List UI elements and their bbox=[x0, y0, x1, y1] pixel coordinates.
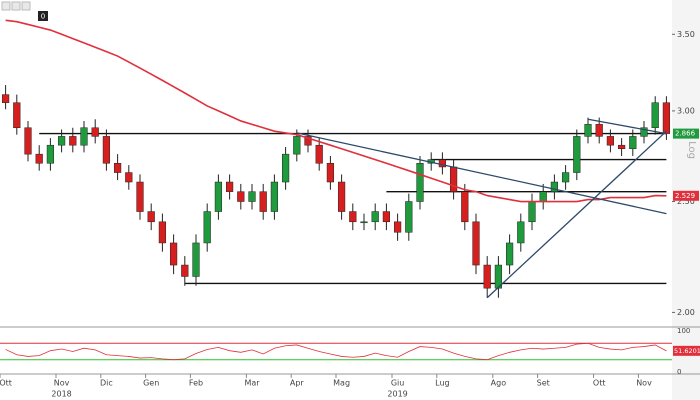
candle-body bbox=[662, 102, 671, 134]
tool-button[interactable] bbox=[1, 1, 11, 11]
candle-body bbox=[561, 172, 570, 183]
candle-body bbox=[237, 191, 245, 202]
candle-body bbox=[573, 136, 581, 173]
year-label: 2019 bbox=[387, 390, 407, 399]
x-tick-label: Dic bbox=[100, 379, 113, 388]
candle-body bbox=[550, 181, 559, 192]
candle-body bbox=[483, 264, 491, 289]
counter: 0 bbox=[41, 13, 45, 21]
x-tick-label: Ott bbox=[593, 379, 606, 388]
candle-body bbox=[57, 136, 66, 146]
candle-body bbox=[449, 166, 458, 192]
x-tick-label: Giu bbox=[391, 379, 405, 388]
candle-body bbox=[181, 264, 189, 277]
moving-average bbox=[5, 19, 667, 203]
candle-body bbox=[505, 242, 514, 266]
candle-body bbox=[281, 153, 290, 183]
tool-button[interactable] bbox=[11, 1, 21, 11]
candle-body bbox=[416, 163, 424, 202]
x-tick-label: Nov bbox=[54, 379, 70, 388]
year-label: 2018 bbox=[51, 390, 71, 399]
tool-button[interactable] bbox=[21, 1, 31, 11]
candle-body bbox=[248, 191, 256, 202]
trendline bbox=[296, 132, 667, 215]
candle-body bbox=[113, 163, 122, 173]
value-tag bbox=[673, 128, 699, 139]
scale-label: Log bbox=[686, 141, 697, 159]
rsi-tag-label: 51.6201 bbox=[674, 347, 700, 355]
x-tick-label: Feb bbox=[189, 379, 203, 388]
toolbar[interactable]: 0 bbox=[1, 1, 48, 21]
candle-body bbox=[80, 127, 88, 146]
trendline bbox=[587, 118, 667, 135]
y-tick-label: 2.50 bbox=[677, 197, 695, 206]
value-tag-label: 2.529 bbox=[675, 192, 695, 200]
candle-body bbox=[13, 102, 21, 129]
trendline bbox=[486, 130, 667, 299]
candle-body bbox=[158, 221, 167, 244]
x-tick-label: Mag bbox=[333, 379, 350, 388]
x-tick-label: Nov bbox=[636, 379, 652, 388]
x-tick-label: Gen bbox=[143, 379, 159, 388]
candle-body bbox=[192, 242, 200, 277]
value-tag bbox=[673, 190, 699, 201]
candle-body bbox=[405, 201, 413, 233]
candle-body bbox=[651, 102, 659, 129]
y-tick-label: 2.00 bbox=[677, 308, 695, 317]
rsi-tick-label: 0 bbox=[677, 368, 681, 376]
candle-body bbox=[35, 153, 43, 164]
candle-body bbox=[102, 136, 111, 164]
candle-body bbox=[371, 211, 379, 223]
candle-body bbox=[337, 181, 346, 212]
candle-body bbox=[349, 211, 357, 223]
rsi-line bbox=[5, 342, 667, 361]
candle-body bbox=[315, 144, 323, 164]
x-tick-label: Ott bbox=[0, 379, 12, 388]
candle-body bbox=[91, 127, 99, 137]
y-tick-label: 3.50 bbox=[677, 30, 695, 39]
rsi-tag bbox=[673, 345, 700, 356]
candle-body bbox=[225, 181, 234, 192]
candle-body bbox=[539, 191, 547, 202]
x-tick-label: Ago bbox=[491, 379, 507, 388]
candle-body bbox=[595, 124, 603, 137]
candle-body bbox=[203, 211, 211, 244]
candle-body bbox=[472, 221, 480, 266]
y-tick-label: 3.00 bbox=[677, 106, 695, 115]
candle-body bbox=[382, 211, 391, 223]
candle-body bbox=[606, 136, 615, 146]
candle-body bbox=[584, 124, 592, 137]
candle-body bbox=[393, 221, 402, 233]
counter-box bbox=[38, 11, 48, 21]
rsi-tick-label: 100 bbox=[677, 327, 690, 335]
x-tick-label: Apr bbox=[290, 379, 305, 388]
candle-body bbox=[517, 221, 525, 244]
candle-body bbox=[24, 127, 32, 155]
candle-body bbox=[125, 172, 133, 183]
x-tick-label: Lug bbox=[435, 379, 449, 388]
candle-body bbox=[270, 181, 279, 212]
candle-body bbox=[629, 136, 637, 150]
candle-body bbox=[169, 242, 178, 266]
candle-body bbox=[293, 136, 301, 155]
candle-body bbox=[617, 144, 626, 150]
candle-body bbox=[461, 191, 469, 223]
candle-body bbox=[438, 159, 447, 168]
candle-body bbox=[326, 163, 335, 183]
candle-body bbox=[147, 211, 155, 223]
candle-body bbox=[259, 191, 267, 212]
candle-body bbox=[528, 201, 536, 223]
candle-body bbox=[136, 181, 144, 212]
candle-body bbox=[360, 221, 368, 224]
candle-body bbox=[1, 94, 10, 103]
candle-body bbox=[214, 181, 223, 212]
candle-body bbox=[69, 136, 77, 146]
candle-body bbox=[46, 144, 55, 164]
x-tick-label: Set bbox=[537, 379, 550, 388]
x-tick-label: Mar bbox=[244, 379, 260, 388]
value-tag-label: 2.866 bbox=[675, 130, 696, 138]
candle-body bbox=[304, 136, 312, 146]
candle-body bbox=[640, 127, 648, 137]
